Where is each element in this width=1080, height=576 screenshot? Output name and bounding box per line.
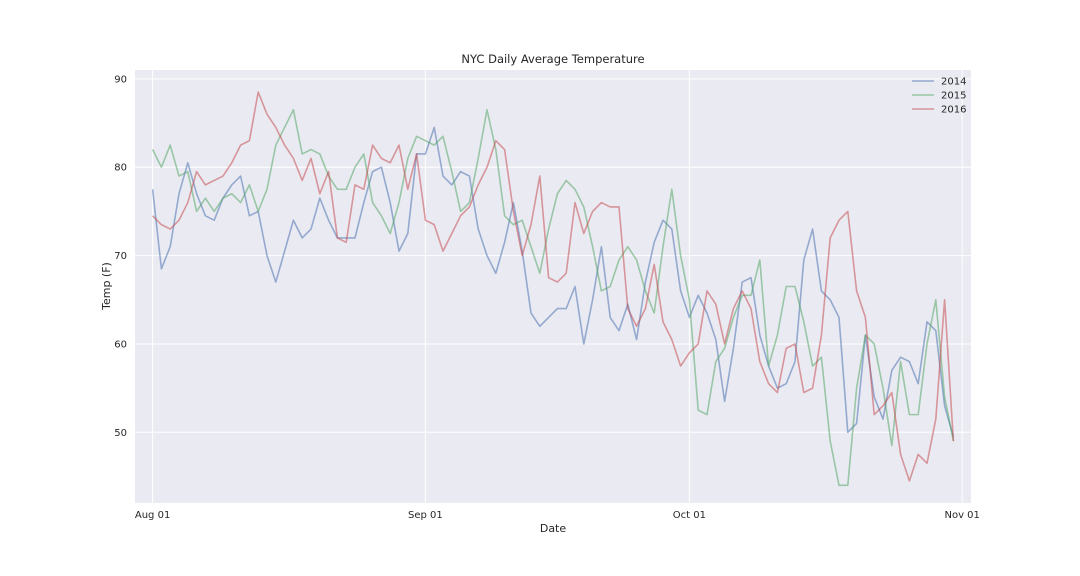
legend-label-2015: 2015 xyxy=(941,91,966,102)
series-line-2016 xyxy=(152,91,955,482)
x-tick-label-1: Sep 01 xyxy=(408,510,443,521)
legend: 2014 2015 2016 xyxy=(912,77,966,116)
y-tick-label-1: 60 xyxy=(114,339,127,350)
series-line-2015 xyxy=(151,108,955,487)
series-lines xyxy=(151,91,955,487)
x-tick-label-0: Aug 01 xyxy=(135,510,170,521)
x-tick-label-3: Nov 01 xyxy=(944,510,979,521)
plot-background xyxy=(135,70,971,503)
x-tick-labels: Aug 01 Sep 01 Oct 01 Nov 01 xyxy=(135,510,980,521)
y-tick-label-0: 50 xyxy=(114,428,127,439)
chart-title: NYC Daily Average Temperature xyxy=(461,52,644,66)
y-tick-label-4: 90 xyxy=(114,74,127,85)
series-line-2014 xyxy=(151,126,955,437)
legend-label-2016: 2016 xyxy=(941,105,966,116)
grid-lines xyxy=(135,70,971,503)
x-axis-title: Date xyxy=(540,522,567,535)
legend-label-2014: 2014 xyxy=(941,77,966,88)
y-tick-label-2: 70 xyxy=(114,251,127,262)
x-tick-label-2: Oct 01 xyxy=(673,510,706,521)
y-tick-labels: 50 60 70 80 90 xyxy=(114,74,127,438)
y-tick-label-3: 80 xyxy=(114,163,127,174)
y-axis-title: Temp (F) xyxy=(100,262,113,311)
